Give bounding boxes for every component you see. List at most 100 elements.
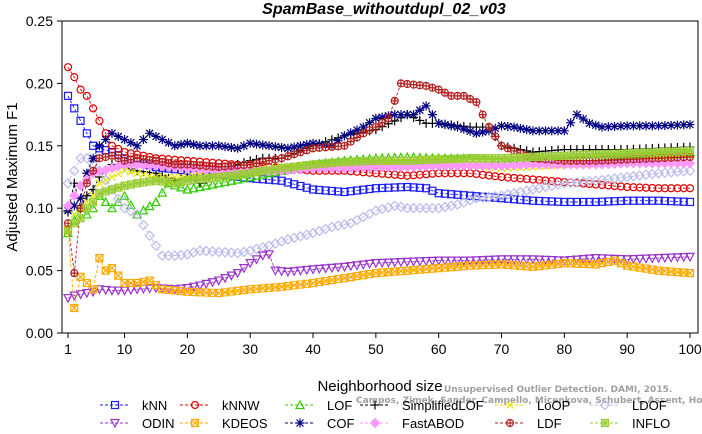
data-point: [552, 179, 564, 190]
data-point: [214, 172, 223, 182]
data-point: [150, 196, 161, 207]
data-point: [302, 140, 312, 150]
data-point: [623, 182, 632, 192]
data-point: [685, 184, 695, 193]
data-point: [295, 141, 305, 151]
data-point: [478, 170, 487, 179]
data-point: [320, 264, 331, 274]
data-point: [114, 144, 123, 154]
data-point: [220, 142, 230, 152]
data-point: [427, 110, 437, 120]
legend-item-knnw: kNNW: [180, 398, 260, 413]
data-point: [666, 120, 676, 130]
data-point: [359, 185, 368, 194]
data-point: [113, 286, 124, 296]
data-point: [483, 255, 494, 266]
data-point: [383, 258, 394, 268]
data-point: [515, 186, 526, 198]
data-point: [271, 165, 280, 174]
data-point: [491, 172, 500, 181]
y-axis-label: Adjusted Maximum F1: [4, 102, 21, 251]
x-tick-label: 10: [117, 341, 133, 357]
legend-label: LDF: [537, 416, 562, 431]
data-point: [201, 279, 212, 290]
watermark-line-1: Unsupervised Outlier Detection. DAMI, 20…: [444, 385, 672, 395]
data-point: [402, 257, 413, 268]
data-point: [422, 81, 431, 90]
data-point: [277, 154, 286, 163]
data-point: [233, 170, 242, 179]
data-point: [81, 209, 92, 219]
data-point: [364, 259, 375, 270]
data-point: [659, 253, 670, 264]
data-point: [497, 172, 506, 182]
data-point: [252, 168, 261, 177]
data-point: [296, 181, 305, 191]
data-point: [371, 113, 381, 123]
legend-marker: [600, 418, 610, 428]
data-point: [439, 201, 451, 213]
data-point: [433, 202, 445, 214]
data-point: [666, 253, 677, 263]
data-point: [654, 196, 663, 205]
data-point: [358, 122, 368, 132]
data-point: [95, 189, 104, 198]
legend-item-inflo: INFLO: [590, 416, 670, 431]
series-knn: [63, 91, 695, 207]
data-point: [119, 202, 130, 214]
data-point: [220, 176, 231, 187]
legend-marker: [110, 400, 120, 410]
data-point: [334, 187, 343, 196]
legend-label: kNN: [142, 398, 167, 413]
data-point: [604, 197, 613, 206]
data-point: [685, 146, 695, 155]
data-point: [138, 135, 148, 145]
data-point: [314, 264, 325, 275]
data-point: [352, 186, 362, 195]
series-kdeos: [63, 225, 695, 313]
data-point: [62, 200, 74, 211]
data-point: [496, 255, 507, 265]
data-point: [88, 153, 98, 163]
y-tick-label: 0.20: [26, 75, 53, 91]
data-point: [289, 142, 299, 152]
x-tick-label: 60: [431, 341, 447, 357]
data-point: [114, 154, 123, 163]
data-point: [246, 169, 255, 178]
y-tick-label: 0.00: [26, 325, 53, 341]
data-point: [370, 205, 382, 217]
data-point: [515, 123, 525, 133]
data-point: [452, 256, 463, 266]
data-point: [315, 185, 324, 195]
data-point: [120, 156, 129, 165]
data-point: [447, 190, 456, 199]
data-point: [459, 91, 468, 100]
data-point: [566, 118, 576, 128]
data-point: [389, 258, 400, 268]
data-point: [150, 240, 162, 251]
data-point: [365, 184, 374, 194]
data-point: [458, 256, 469, 266]
data-point: [503, 173, 512, 182]
data-point: [453, 190, 462, 199]
data-point: [579, 197, 588, 207]
legend-label: FastABOD: [402, 416, 464, 431]
data-point: [409, 110, 419, 120]
data-point: [648, 196, 657, 205]
data-point: [133, 169, 142, 178]
data-point: [584, 254, 595, 264]
data-point: [364, 208, 375, 220]
data-point: [238, 264, 249, 274]
data-point: [647, 254, 658, 264]
data-point: [502, 255, 513, 265]
data-point: [100, 174, 112, 186]
data-point: [339, 219, 350, 230]
x-tick-label: 20: [180, 341, 196, 357]
data-point: [139, 178, 148, 187]
data-point: [439, 256, 450, 266]
data-point: [308, 138, 318, 148]
data-point: [126, 168, 135, 176]
data-point: [282, 234, 294, 245]
data-point: [509, 173, 519, 183]
data-point: [672, 253, 683, 263]
